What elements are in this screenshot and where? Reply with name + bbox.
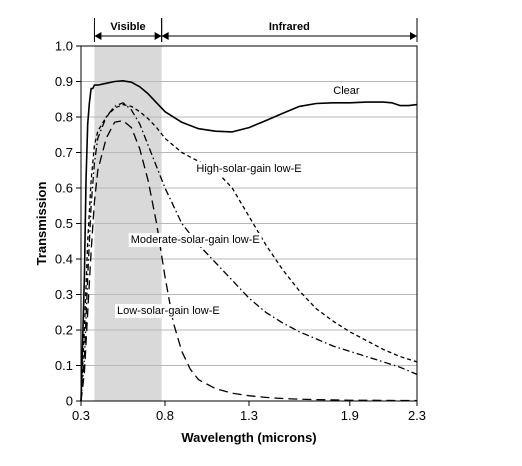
- series-line-high-solar-gain-low-e: [80, 103, 418, 402]
- y-tick-label: 0.4: [55, 252, 73, 267]
- curve-label: Clear: [333, 85, 360, 97]
- x-tick-label: 0.3: [72, 408, 90, 423]
- arrowhead-right-icon: [410, 32, 417, 40]
- curve-label-background: [194, 162, 304, 177]
- series-line-low-solar-gain-low-e: [80, 119, 418, 402]
- series-lines: [80, 80, 418, 402]
- infrared-band-label: Infrared: [269, 21, 310, 33]
- curve-label-background: [115, 304, 222, 319]
- arrowhead-right-icon: [154, 32, 162, 40]
- x-tick-label: 1.3: [240, 408, 258, 423]
- y-tick-label: 1.0: [55, 39, 73, 54]
- y-tick-label: 0.6: [55, 181, 73, 196]
- x-tick-label: 0.8: [156, 408, 174, 423]
- y-tick-label: 0.2: [55, 323, 73, 338]
- y-tick-label: 0.8: [55, 110, 73, 125]
- x-tick-label: 1.9: [341, 408, 359, 423]
- visible-band-label: Visible: [110, 21, 145, 33]
- gridlines: [81, 81, 417, 366]
- x-tick-label: 2.3: [408, 408, 426, 423]
- y-tick-label: 0: [66, 394, 73, 409]
- y-axis-title: Transmission: [34, 182, 49, 266]
- y-tick-label: 0.5: [55, 216, 73, 231]
- arrowhead-left-icon: [161, 32, 169, 40]
- series-line-clear: [80, 80, 418, 402]
- curve-label-background: [331, 83, 362, 98]
- x-axis-title: Wavelength (microns): [181, 430, 316, 445]
- y-tick-label: 0.1: [55, 358, 73, 373]
- curve-label: Low-solar-gain low-E: [117, 305, 220, 317]
- y-tick-label: 0.9: [55, 74, 73, 89]
- curve-labels: Clear High-solar-gain low-E Moderate-solar…: [115, 83, 362, 319]
- axis-ticks: 0 0.1 0.2 0.3 0.4 0.5 0.6 0.7 0.8 0.9 1.0 0.3 0.8 1.3…: [55, 39, 426, 424]
- arrowhead-left-icon: [94, 32, 102, 40]
- curve-label: Moderate-solar-gain low-E: [131, 234, 260, 246]
- curve-label-background: [128, 233, 262, 248]
- curve-label: High-solar-gain low-E: [196, 163, 301, 175]
- y-tick-label: 0.7: [55, 145, 73, 160]
- spectrum-bands: Visible Infrared: [93, 18, 418, 42]
- y-tick-label: 0.3: [55, 287, 73, 302]
